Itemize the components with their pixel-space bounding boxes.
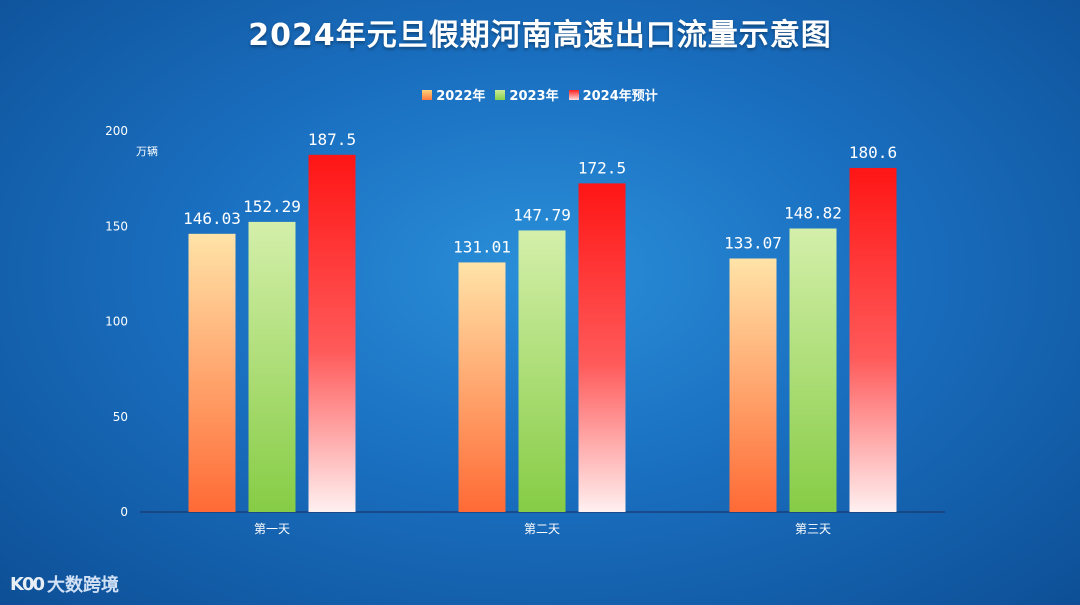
value-label-2023-day-3: 148.82 <box>784 203 842 222</box>
value-label-2022-day-2: 131.01 <box>453 237 511 256</box>
bar-2024-day-3[interactable] <box>849 167 897 512</box>
value-label-2022-day-3: 133.07 <box>724 234 782 253</box>
legend-item-2024[interactable]: 2024年预计 <box>568 85 658 104</box>
legend-swatch-2022 <box>422 89 433 100</box>
bar-2024-day-2[interactable] <box>578 183 626 512</box>
x-tick-label: 第二天 <box>524 522 560 536</box>
y-tick-label: 150 <box>105 219 128 233</box>
chart-title: 2024年元旦假期河南高速出口流量示意图 <box>248 18 832 53</box>
y-axis-unit: 万辆 <box>136 145 158 158</box>
legend: 2022年 2023年 2024年预计 <box>0 85 1080 104</box>
watermark-text: 大数跨境 <box>47 575 119 596</box>
watermark-logo: K00 <box>10 573 45 595</box>
legend-label-2022: 2022年 <box>436 89 486 104</box>
legend-item-2023[interactable]: 2023年 <box>495 85 559 104</box>
x-tick-label: 第三天 <box>795 522 831 536</box>
y-tick-label: 200 <box>105 124 128 138</box>
bars-group <box>188 154 897 512</box>
legend-swatch-2023 <box>495 89 506 100</box>
y-axis: 0 50 100 150 200 <box>105 124 128 519</box>
legend-item-2022[interactable]: 2022年 <box>422 85 485 104</box>
value-label-2024-day-1: 187.5 <box>308 130 356 149</box>
y-tick-label: 0 <box>120 505 128 519</box>
value-label-2024-day-2: 172.5 <box>578 158 626 177</box>
value-label-2024-day-3: 180.6 <box>849 143 897 162</box>
value-label-2022-day-1: 146.03 <box>183 209 241 228</box>
x-tick-label: 第一天 <box>254 522 290 536</box>
bar-2022-day-3[interactable] <box>729 258 777 512</box>
legend-label-2024: 2024年预计 <box>582 89 658 104</box>
legend-swatch-2024 <box>568 89 579 100</box>
bar-2023-day-2[interactable] <box>518 230 566 512</box>
y-tick-label: 100 <box>105 315 128 329</box>
bar-2024-day-1[interactable] <box>308 154 356 512</box>
bar-2023-day-3[interactable] <box>789 228 837 512</box>
watermark: K00 大数跨境 <box>10 571 119 597</box>
x-axis: 第一天 第二天 第三天 <box>254 522 831 536</box>
bar-2023-day-1[interactable] <box>248 221 296 512</box>
bar-2022-day-2[interactable] <box>458 262 506 512</box>
value-label-2023-day-2: 147.79 <box>513 205 571 224</box>
y-tick-label: 50 <box>113 410 128 424</box>
value-label-2023-day-1: 152.29 <box>243 197 301 216</box>
bar-2022-day-1[interactable] <box>188 233 236 512</box>
legend-label-2023: 2023年 <box>509 89 559 104</box>
